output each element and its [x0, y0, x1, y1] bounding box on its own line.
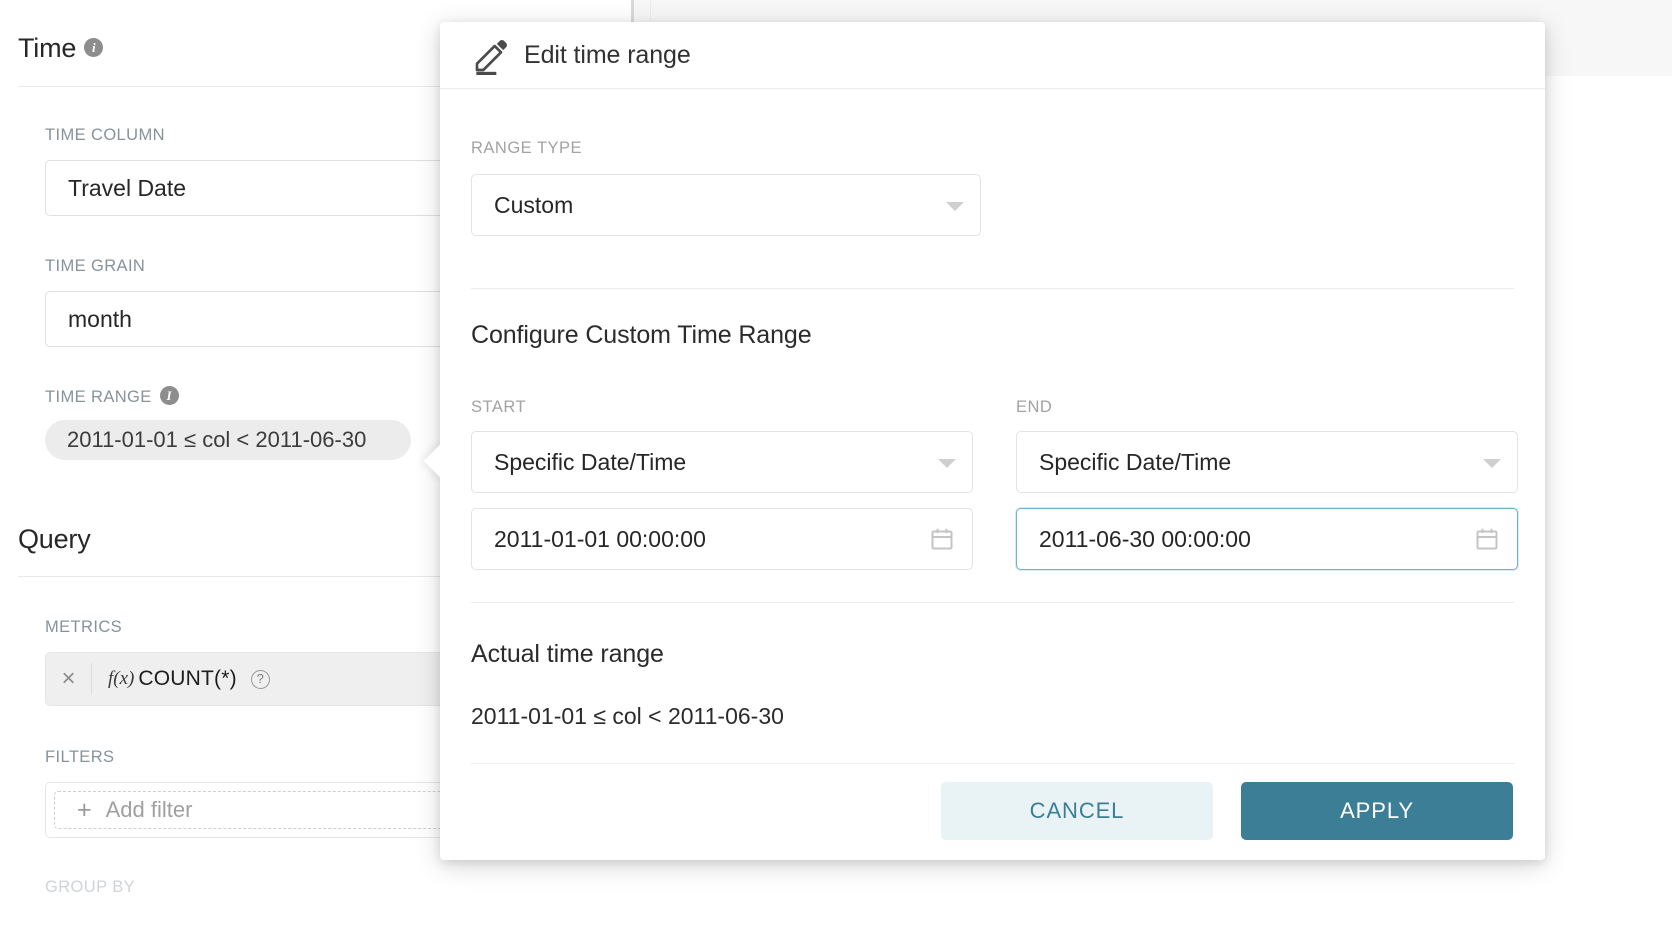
cancel-button[interactable]: CANCEL [941, 782, 1213, 840]
query-section-title: Query [18, 524, 91, 554]
filters-label: FILTERS [45, 748, 115, 766]
start-mode-select[interactable]: Specific Date/Time [471, 431, 973, 493]
metric-remove-icon[interactable]: × [46, 663, 92, 695]
modal-title: Edit time range [524, 40, 691, 69]
metric-label: COUNT(*) [138, 667, 237, 690]
end-mode-select[interactable]: Specific Date/Time [1016, 431, 1518, 493]
start-datetime-input[interactable]: 2011-01-01 00:00:00 [471, 508, 973, 570]
time-section-rule [18, 86, 631, 87]
metric-help-icon[interactable]: ? [250, 669, 270, 689]
range-type-value: Custom [494, 191, 574, 218]
chevron-down-icon [938, 459, 956, 468]
modal-divider-footer [471, 763, 1514, 764]
time-range-pill[interactable]: 2011-01-01 ≤ col < 2011-06-30 [45, 420, 411, 460]
actual-time-range-value: 2011-01-01 ≤ col < 2011-06-30 [471, 703, 784, 729]
modal-footer: CANCEL APPLY [440, 762, 1545, 860]
start-label: START [471, 398, 527, 416]
end-mode-value: Specific Date/Time [1039, 448, 1232, 475]
metrics-label: METRICS [45, 618, 123, 636]
time-grain-value: month [68, 305, 132, 332]
modal-divider-mid [471, 602, 1514, 603]
group-by-label: GROUP BY [45, 878, 136, 896]
chevron-down-icon [946, 202, 964, 211]
time-range-label: TIME RANGE i [45, 386, 179, 407]
time-column-label: TIME COLUMN [45, 126, 165, 144]
popover-arrow-cover [440, 432, 456, 492]
modal-divider-top [471, 288, 1514, 289]
end-datetime-value: 2011-06-30 00:00:00 [1039, 525, 1251, 552]
range-type-select[interactable]: Custom [471, 174, 981, 236]
time-info-icon[interactable]: i [84, 38, 104, 58]
apply-button[interactable]: APPLY [1241, 782, 1513, 840]
start-mode-value: Specific Date/Time [494, 448, 687, 475]
time-range-value: 2011-01-01 ≤ col < 2011-06-30 [67, 427, 367, 452]
query-section-rule [18, 576, 631, 577]
time-grain-label: TIME GRAIN [45, 257, 146, 275]
plus-icon: + [77, 795, 92, 824]
add-filter-label: Add filter [105, 797, 193, 822]
pencil-icon [475, 40, 507, 75]
time-column-value: Travel Date [68, 174, 187, 201]
modal-header: Edit time range [440, 22, 1545, 89]
edit-time-range-modal: Edit time range RANGE TYPE Custom Config… [423, 22, 1545, 860]
function-icon: f(x) [108, 668, 135, 689]
time-section-title: Time i [18, 33, 104, 64]
configure-heading: Configure Custom Time Range [471, 321, 812, 349]
start-datetime-value: 2011-01-01 00:00:00 [494, 525, 706, 552]
calendar-icon[interactable] [1475, 527, 1499, 551]
add-filter-button[interactable]: + Add filter [54, 791, 622, 829]
end-label: END [1016, 398, 1053, 416]
time-range-info-icon[interactable]: i [159, 386, 179, 406]
calendar-icon[interactable] [930, 527, 954, 551]
actual-time-range-heading: Actual time range [471, 640, 664, 668]
chevron-down-icon [1483, 459, 1501, 468]
end-datetime-input[interactable]: 2011-06-30 00:00:00 [1016, 508, 1518, 570]
range-type-label: RANGE TYPE [471, 139, 583, 157]
